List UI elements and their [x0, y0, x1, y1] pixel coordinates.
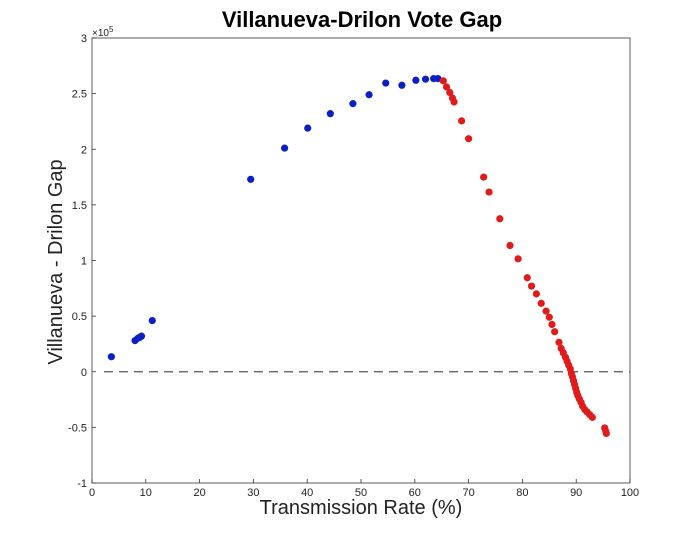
data-point-series-1: [281, 144, 289, 152]
y-tick-label: 1: [81, 256, 87, 268]
data-point-series-2: [537, 299, 545, 307]
data-point-series-2: [506, 241, 514, 250]
data-point-series-2: [548, 320, 556, 329]
data-point-series-1: [365, 91, 373, 99]
data-point-series-2: [485, 188, 493, 196]
data-point-series-2: [442, 83, 451, 91]
data-point-series-2: [446, 88, 454, 97]
data-point-series-2: [555, 338, 563, 346]
x-tick-label: 70: [462, 487, 474, 499]
x-tick-label: 0: [89, 487, 95, 499]
data-point-series-1: [412, 76, 420, 84]
x-tick-label: 20: [193, 487, 205, 499]
data-point-series-1: [148, 316, 156, 325]
data-point-series-1: [326, 110, 334, 118]
y-tick-label: -1: [77, 478, 87, 490]
x-tick-label: 40: [301, 487, 313, 499]
data-point-series-2: [532, 290, 540, 298]
y-tick-label: 1.5: [72, 200, 87, 212]
x-axis: 0 10 20 30 40 50 60 70 80 90 100: [89, 479, 639, 499]
data-point-series-2: [496, 215, 504, 223]
data-point-series-2: [551, 328, 559, 336]
x-tick-label: 80: [516, 487, 528, 499]
data-point-series-1: [137, 332, 146, 340]
plot-frame: [91, 37, 631, 484]
data-point-series-1: [398, 81, 406, 89]
data-point-series-2: [602, 429, 610, 438]
data-point-series-2: [439, 77, 447, 85]
data-point-series-1: [349, 100, 357, 108]
data-point-series-2: [480, 173, 488, 181]
data-point-series-1: [434, 75, 442, 83]
data-point-series-2: [450, 98, 458, 106]
x-tick-label: 50: [355, 487, 367, 499]
chart-title: Villanueva-Drilon Vote Gap: [222, 7, 502, 32]
x-tick-label: 60: [409, 487, 421, 499]
data-point-series-2: [514, 255, 522, 263]
data-point-series-2: [527, 282, 536, 290]
data-point-series-1: [247, 175, 255, 183]
data-points: [107, 75, 610, 438]
y-tick-label: 0.5: [72, 311, 87, 323]
data-point-series-2: [545, 313, 553, 321]
y-exponent-label: ×105: [92, 25, 114, 39]
x-axis-title: Transmission Rate (%): [260, 497, 463, 519]
y-tick-label: 3: [81, 33, 87, 45]
y-axis: -1 -0.5 0 0.5 1 1.5 2 2.5 3: [68, 33, 96, 490]
data-point-series-2: [523, 274, 531, 282]
x-tick-label: 10: [140, 487, 152, 499]
y-tick-label: 2.5: [72, 89, 87, 101]
data-point-series-1: [421, 75, 430, 83]
data-point-series-2: [465, 135, 473, 143]
y-axis-title: Villanueva - Drilon Gap: [45, 159, 67, 364]
data-point-series-1: [107, 353, 115, 361]
data-point-series-1: [304, 124, 312, 132]
x-tick-label: 30: [247, 487, 259, 499]
data-point-series-1: [382, 79, 390, 87]
y-tick-label: 2: [81, 144, 87, 156]
y-tick-label: 0: [81, 367, 87, 379]
x-tick-label: 100: [621, 487, 639, 499]
x-tick-label: 90: [570, 487, 582, 499]
data-point-series-2: [542, 307, 550, 315]
data-point-series-2: [588, 413, 596, 421]
data-point-series-2: [458, 117, 466, 125]
y-tick-label: -0.5: [68, 422, 87, 434]
